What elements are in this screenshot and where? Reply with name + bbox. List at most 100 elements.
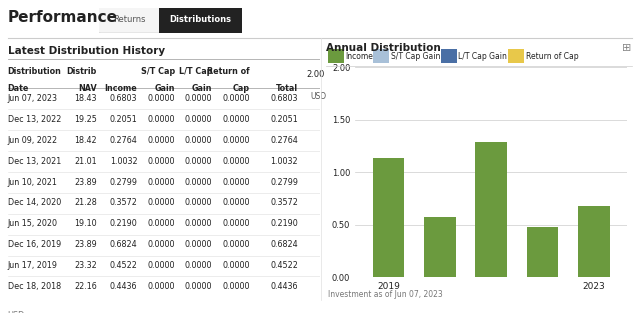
Bar — [578, 206, 610, 277]
Text: Dec 18, 2018: Dec 18, 2018 — [8, 282, 61, 291]
Text: 0.0000: 0.0000 — [147, 198, 175, 208]
Text: Annual Distribution: Annual Distribution — [326, 43, 441, 53]
Text: Return of: Return of — [207, 67, 250, 76]
Text: 0.0000: 0.0000 — [185, 240, 212, 249]
Text: 2.00: 2.00 — [307, 70, 324, 80]
Text: 0.2799: 0.2799 — [109, 177, 138, 187]
Text: Dec 13, 2022: Dec 13, 2022 — [8, 115, 61, 124]
Text: 23.89: 23.89 — [74, 177, 97, 187]
Text: 0.2190: 0.2190 — [270, 219, 298, 228]
Text: 1.0032: 1.0032 — [109, 156, 138, 166]
Text: Distributions: Distributions — [170, 15, 231, 24]
Text: 0.6824: 0.6824 — [271, 240, 298, 249]
Text: 23.89: 23.89 — [74, 240, 97, 249]
Text: 0.0000: 0.0000 — [147, 282, 175, 291]
Text: Income: Income — [104, 84, 138, 93]
Text: 0.0000: 0.0000 — [185, 177, 212, 187]
Bar — [424, 217, 456, 277]
Text: Latest Distribution History: Latest Distribution History — [8, 46, 165, 56]
Bar — [527, 227, 559, 277]
Text: 0.0000: 0.0000 — [147, 177, 175, 187]
Text: 0.4522: 0.4522 — [270, 261, 298, 270]
Text: 0.0000: 0.0000 — [222, 136, 250, 145]
Text: 0.2764: 0.2764 — [270, 136, 298, 145]
Bar — [372, 158, 404, 277]
Text: S/T Cap Gain: S/T Cap Gain — [391, 52, 440, 61]
Text: 0.0000: 0.0000 — [222, 282, 250, 291]
Text: Gain: Gain — [192, 84, 212, 93]
Text: 0.0000: 0.0000 — [185, 219, 212, 228]
Text: 0.0000: 0.0000 — [185, 115, 212, 124]
Text: Jun 17, 2019: Jun 17, 2019 — [8, 261, 58, 270]
Text: Performance: Performance — [8, 10, 118, 25]
Text: 19.10: 19.10 — [74, 219, 97, 228]
Text: 0.4522: 0.4522 — [109, 261, 138, 270]
Text: Dec 13, 2021: Dec 13, 2021 — [8, 156, 61, 166]
Text: 0.0000: 0.0000 — [185, 156, 212, 166]
Text: 0.2051: 0.2051 — [109, 115, 138, 124]
Text: 0.0000: 0.0000 — [222, 240, 250, 249]
Text: USD: USD — [310, 92, 326, 101]
FancyBboxPatch shape — [93, 7, 166, 33]
Text: 0.2190: 0.2190 — [109, 219, 138, 228]
Text: 0.0000: 0.0000 — [185, 94, 212, 103]
Text: 0.4436: 0.4436 — [271, 282, 298, 291]
Text: 0.0000: 0.0000 — [222, 156, 250, 166]
Text: Investment as of Jun 07, 2023: Investment as of Jun 07, 2023 — [328, 290, 442, 299]
Text: 0.0000: 0.0000 — [222, 261, 250, 270]
Text: Jun 15, 2020: Jun 15, 2020 — [8, 219, 58, 228]
Text: 0.0000: 0.0000 — [147, 219, 175, 228]
Text: 0.6803: 0.6803 — [110, 94, 138, 103]
Text: 21.28: 21.28 — [74, 198, 97, 208]
Text: 0.3572: 0.3572 — [109, 198, 138, 208]
Text: Distribution: Distribution — [8, 67, 61, 76]
Text: S/T Cap: S/T Cap — [141, 67, 175, 76]
Text: Return of Cap: Return of Cap — [526, 52, 579, 61]
Text: 0.0000: 0.0000 — [222, 198, 250, 208]
Text: Total: Total — [276, 84, 298, 93]
Text: 0.2764: 0.2764 — [109, 136, 138, 145]
Text: 0.3572: 0.3572 — [270, 198, 298, 208]
Text: 0.0000: 0.0000 — [222, 219, 250, 228]
Text: 0.0000: 0.0000 — [147, 240, 175, 249]
Text: Gain: Gain — [154, 84, 175, 93]
Text: Date: Date — [8, 84, 29, 93]
Text: 22.16: 22.16 — [74, 282, 97, 291]
FancyBboxPatch shape — [150, 7, 250, 33]
Text: Income: Income — [346, 52, 374, 61]
Text: 0.4436: 0.4436 — [110, 282, 138, 291]
Text: Jun 10, 2021: Jun 10, 2021 — [8, 177, 58, 187]
Text: Dec 14, 2020: Dec 14, 2020 — [8, 198, 61, 208]
Text: Returns: Returns — [113, 15, 146, 24]
Text: Cap: Cap — [232, 84, 250, 93]
Text: 18.42: 18.42 — [74, 136, 97, 145]
Text: Dec 16, 2019: Dec 16, 2019 — [8, 240, 61, 249]
Text: 1.0032: 1.0032 — [271, 156, 298, 166]
Text: USD: USD — [8, 311, 25, 313]
Text: 23.32: 23.32 — [74, 261, 97, 270]
Text: 0.0000: 0.0000 — [147, 261, 175, 270]
Text: 0.2051: 0.2051 — [270, 115, 298, 124]
Text: 0.0000: 0.0000 — [147, 94, 175, 103]
Text: 18.43: 18.43 — [74, 94, 97, 103]
Text: 0.0000: 0.0000 — [185, 198, 212, 208]
Text: 0.0000: 0.0000 — [147, 156, 175, 166]
Text: 0.6803: 0.6803 — [271, 94, 298, 103]
Text: 0.0000: 0.0000 — [147, 136, 175, 145]
Text: Jun 09, 2022: Jun 09, 2022 — [8, 136, 58, 145]
Text: 0.2799: 0.2799 — [270, 177, 298, 187]
Text: L/T Cap: L/T Cap — [179, 67, 212, 76]
Text: 0.0000: 0.0000 — [147, 115, 175, 124]
Text: 0.0000: 0.0000 — [185, 136, 212, 145]
Text: L/T Cap Gain: L/T Cap Gain — [458, 52, 508, 61]
Text: 0.6824: 0.6824 — [109, 240, 138, 249]
Text: 21.01: 21.01 — [74, 156, 97, 166]
Text: ⊞: ⊞ — [622, 43, 632, 53]
Text: 0.0000: 0.0000 — [222, 177, 250, 187]
Text: Jun 07, 2023: Jun 07, 2023 — [8, 94, 58, 103]
Text: 19.25: 19.25 — [74, 115, 97, 124]
Text: 0.0000: 0.0000 — [185, 261, 212, 270]
Text: Distrib: Distrib — [67, 67, 97, 76]
Text: 0.0000: 0.0000 — [222, 115, 250, 124]
Text: 0.0000: 0.0000 — [185, 282, 212, 291]
